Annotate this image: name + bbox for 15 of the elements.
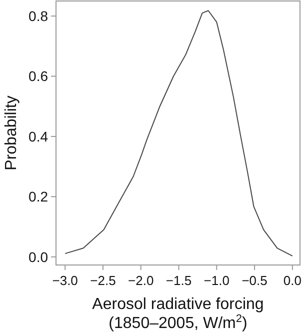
x-tick-label: −1.0 [204, 273, 230, 288]
y-tick-label: 0.2 [28, 188, 48, 205]
x-tick-label: 0.0 [283, 273, 302, 288]
y-tick-label: 0.0 [28, 248, 48, 265]
y-tick-label: 0.4 [28, 128, 48, 144]
y-tick-label: 0.6 [28, 68, 48, 84]
x-tick-label: −0.5 [242, 273, 268, 288]
line-series [64, 10, 293, 256]
x-tick-label: −2.5 [90, 273, 116, 288]
x-tick-label: −3.0 [52, 273, 78, 288]
y-axis-title: Probability [3, 96, 20, 170]
x-axis-title: Aerosol radiative forcing (1850–2005, W/m$^{2}$) [92, 296, 264, 332]
x-tick-label: −2.0 [128, 273, 154, 288]
x-tick-label: −1.5 [166, 273, 192, 288]
y-tick-label: 0.8 [28, 8, 48, 24]
